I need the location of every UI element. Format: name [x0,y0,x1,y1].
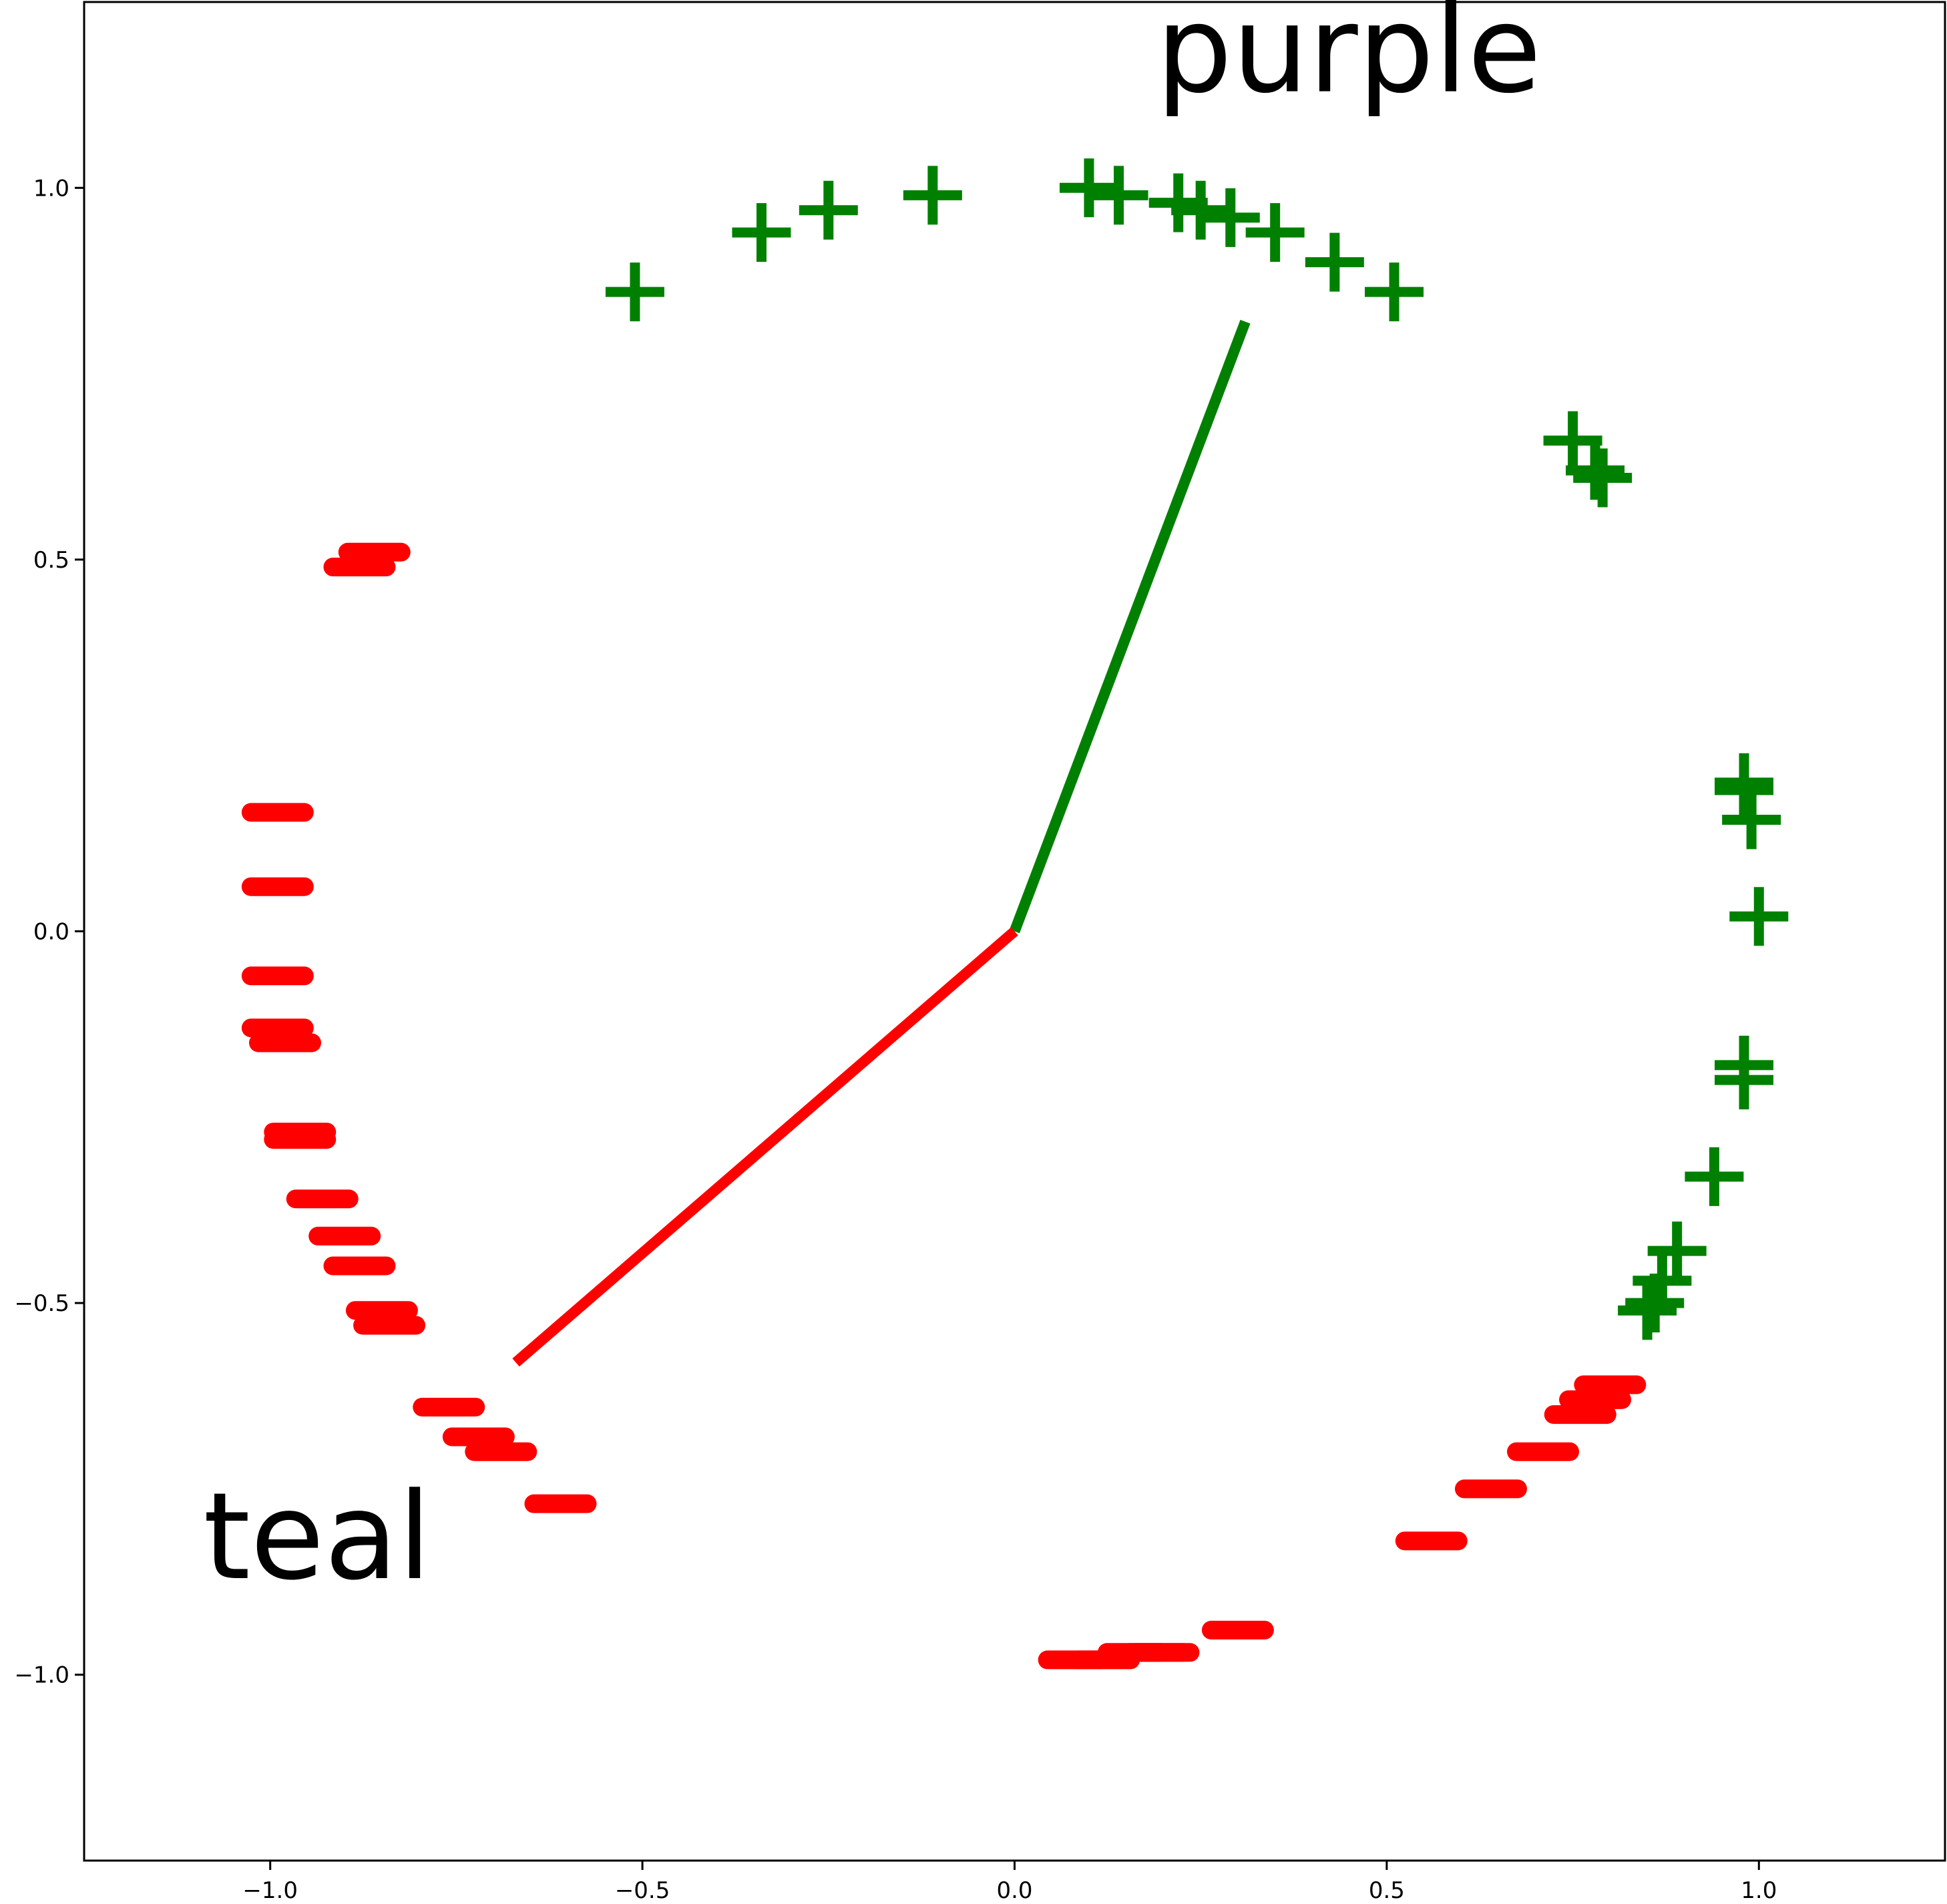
x-tick-label: −0.5 [615,1877,670,1904]
plus-marker [732,203,791,262]
plus-marker [1171,180,1231,240]
y-tick-label: 0.0 [33,919,69,946]
y-tick-label: −0.5 [14,1290,69,1317]
plus-marker [799,180,858,240]
y-axis-ticks: −1.0 −0.5 0.0 0.5 1.0 [14,175,84,1689]
plus-marker [1543,411,1602,470]
plus-marker [1729,887,1789,946]
y-tick-label: −1.0 [14,1662,69,1689]
scatter-markers [241,158,1789,1670]
plus-marker [1715,760,1774,819]
plus-marker [1059,158,1118,218]
plus-marker [903,166,962,225]
plus-marker [1647,1221,1707,1281]
plus-marker [1245,203,1305,262]
x-tick-label: 0.0 [996,1877,1032,1904]
plus-marker [1305,232,1364,292]
annotation-teal: teal [203,1467,431,1607]
vector-line-2 [1010,319,1251,934]
plus-marker [605,262,664,322]
plus-marker [1715,1051,1774,1110]
plus-marker [1365,262,1424,322]
plus-marker [1089,166,1148,225]
annotations: purple teal [203,0,1541,1607]
x-axis-ticks: −1.0 −0.5 0.0 0.5 1.0 [242,1861,1777,1904]
x-tick-label: 0.5 [1369,1877,1405,1904]
plus-marker [1625,1274,1685,1333]
y-tick-label: 1.0 [33,175,69,202]
annotation-purple: purple [1156,0,1541,120]
plus-marker [1618,1281,1677,1340]
plus-marker [1573,448,1633,508]
y-tick-label: 0.5 [33,547,69,574]
plus-marker [1685,1147,1744,1206]
plus-marker [1722,790,1781,849]
vector-line-3 [512,927,1018,1367]
x-tick-label: 1.0 [1741,1877,1777,1904]
vector-lines [512,319,1251,1367]
x-tick-label: −1.0 [242,1877,298,1904]
plus-marker [1566,441,1625,500]
plus-marker [1201,188,1260,247]
